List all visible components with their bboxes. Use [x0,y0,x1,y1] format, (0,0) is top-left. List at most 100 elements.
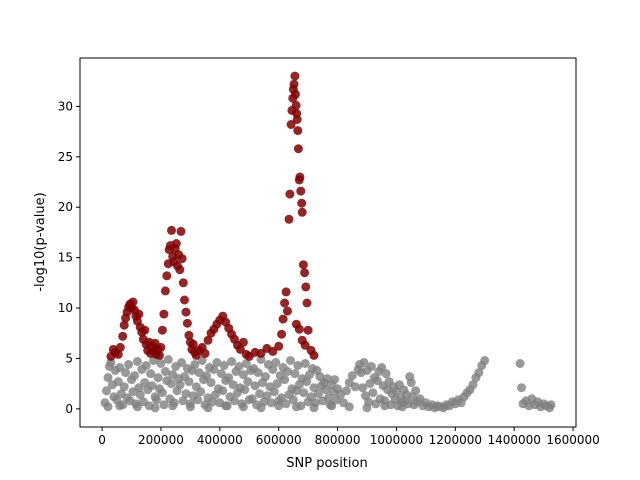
data-point [468,380,478,390]
data-point [221,401,231,411]
data-point [184,330,194,340]
data-point [255,389,265,399]
data-point [281,399,291,409]
y-tick-label: 0 [65,402,73,416]
data-point [209,365,219,374]
data-point [175,380,185,390]
x-tick-label: 1000000 [370,433,423,447]
data-point [124,360,134,369]
data-point [230,396,239,406]
y-tick-label: 20 [58,200,73,214]
data-point [280,375,290,385]
data-point [115,342,125,352]
data-point [272,379,282,389]
data-point [135,390,145,400]
data-point [166,379,176,389]
data-point [159,400,169,410]
data-point [171,239,181,248]
data-point [243,377,253,387]
data-point [167,225,176,235]
data-point [299,388,309,398]
data-point [203,403,213,413]
data-point [227,357,237,366]
data-point [309,350,319,360]
data-point [397,402,407,412]
data-point [152,395,161,405]
y-tick-label: 15 [58,251,73,265]
data-point [194,368,204,378]
data-point [193,395,203,405]
data-point [293,126,303,136]
data-point [206,378,216,388]
data-point [301,282,311,292]
data-point [297,207,307,217]
data-point [240,385,250,395]
data-point [181,307,191,317]
data-point [178,396,188,406]
data-point [362,403,372,413]
data-point [150,403,160,413]
data-point [156,342,166,352]
data-point [280,298,290,308]
data-point [128,297,138,307]
x-tick-label: 600000 [256,433,302,447]
data-point [218,386,228,396]
data-point [113,377,123,387]
data-point [238,337,248,347]
data-point [274,401,284,411]
data-point [283,306,292,316]
data-point [291,100,301,110]
data-point [381,369,391,379]
data-point [313,389,323,399]
x-tick-label: 1200000 [429,433,482,447]
data-point [286,120,296,129]
data-point [289,79,299,89]
x-tick-label: 1400000 [487,433,540,447]
data-point [253,368,263,378]
data-point [155,350,164,360]
data-point [285,189,295,199]
data-point [302,377,312,387]
data-point [140,325,150,335]
significant-points [106,71,319,361]
data-point [350,382,360,392]
data-point [298,260,308,270]
data-point [157,325,167,335]
data-point [296,186,306,196]
x-tick-label: 400000 [197,433,243,447]
data-point [266,398,276,408]
data-point [115,401,125,411]
nonsignificant-points [100,355,556,413]
data-point [295,172,305,182]
data-point [300,359,310,368]
data-point [250,381,260,391]
data-point [293,361,303,370]
x-axis-label: SNP position [286,456,367,471]
data-point [234,362,244,371]
y-tick-label: 5 [65,351,73,365]
data-point [156,359,166,368]
data-point [277,329,287,339]
data-point [517,383,526,393]
data-point [260,372,270,382]
x-tick-label: 0 [98,433,106,447]
data-point [153,373,163,383]
data-point [147,381,157,391]
data-point [177,254,187,264]
data-point [286,356,295,365]
data-point [474,368,484,378]
data-point [181,389,191,399]
data-point [290,369,300,379]
data-point [330,375,340,385]
data-point [366,362,376,371]
data-point [380,401,390,411]
data-point [238,370,248,380]
data-point [177,358,187,367]
data-point [256,348,266,358]
data-point [159,309,169,319]
data-point [178,278,188,288]
data-point [235,344,245,354]
data-point [115,363,125,372]
data-point [262,391,272,401]
